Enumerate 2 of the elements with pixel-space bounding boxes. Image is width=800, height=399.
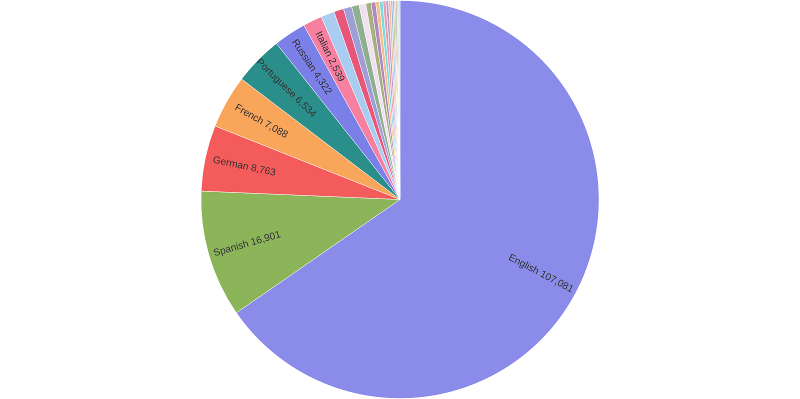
slice-label: Spanish 16,901: [212, 229, 283, 260]
slice-label: German 8,763: [212, 154, 278, 179]
